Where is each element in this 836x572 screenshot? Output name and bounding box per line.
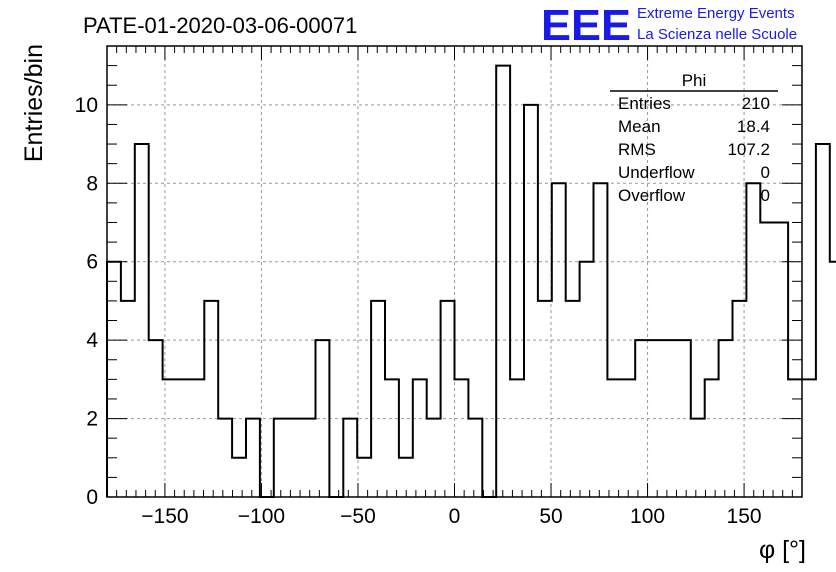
y-axis-title: Entries/bin [20, 44, 48, 162]
histogram-bin [232, 458, 246, 497]
histogram-bin [427, 419, 441, 497]
stats-label: Entries [618, 94, 671, 113]
y-tick-label: 8 [86, 172, 98, 195]
x-tick-label: 100 [630, 505, 665, 528]
histogram-bin [538, 301, 552, 497]
histogram-bin [705, 379, 719, 497]
y-tick-label: 2 [86, 408, 98, 431]
histogram-bin [246, 419, 260, 497]
histogram-bin [774, 222, 788, 497]
stats-label: Overflow [618, 186, 686, 205]
histogram-bin [760, 222, 774, 497]
histogram-bin [135, 144, 149, 497]
histogram-bin [455, 379, 469, 497]
histogram-bin [621, 379, 635, 497]
histogram-bin [441, 301, 455, 497]
x-tick-labels: −150 −100 −50 0 50 100 150 [141, 505, 761, 528]
histogram-bin [121, 301, 135, 497]
histogram-bin [746, 183, 760, 497]
histogram-bin [177, 379, 191, 497]
histogram-bin [816, 144, 830, 497]
y-tick-label: 0 [86, 486, 98, 509]
stats-title: Phi [682, 71, 707, 90]
stats-value: 18.4 [737, 117, 770, 136]
y-tick-label: 4 [86, 329, 98, 352]
logo-line2: La Scienza nelle Scuole [637, 26, 797, 43]
histogram-bin [357, 458, 371, 497]
histogram-bin [190, 379, 204, 497]
histogram-bin [288, 419, 302, 497]
histogram-bin [302, 419, 316, 497]
histogram-bin [218, 419, 232, 497]
histogram-bin [343, 419, 357, 497]
logo-line1: Extreme Energy Events [637, 5, 795, 22]
histogram-bin [802, 379, 816, 497]
histogram-bin [510, 379, 524, 497]
stats-value: 107.2 [727, 140, 770, 159]
stats-value: 210 [742, 94, 770, 113]
y-tick-labels: 0 2 4 6 8 10 [75, 94, 99, 509]
y-tick-label: 6 [86, 251, 98, 274]
x-axis-title: φ [°] [759, 536, 806, 564]
histogram-bin [566, 301, 580, 497]
logo-mark: EEE [541, 1, 631, 50]
grid-lines [107, 46, 802, 497]
axis-ticks [107, 46, 802, 498]
x-tick-label: 0 [449, 505, 461, 528]
histogram-outline [106, 64, 836, 498]
stats-label: RMS [618, 140, 656, 159]
histogram-bin [830, 262, 836, 497]
histogram-bin [371, 301, 385, 497]
histogram-bin [524, 105, 538, 497]
histogram-bin [413, 379, 427, 497]
eee-logo: EEE Extreme Energy Events La Scienza nel… [541, 1, 797, 50]
histogram-bin [204, 301, 218, 497]
x-tick-label: −100 [238, 505, 285, 528]
histogram-bin [468, 419, 482, 497]
x-tick-label: −150 [141, 505, 188, 528]
stats-label: Underflow [618, 163, 695, 182]
histogram-bin [496, 66, 510, 497]
chart-title: PATE-01-2020-03-06-00071 [83, 13, 357, 38]
stats-value: 0 [761, 186, 770, 205]
histogram-bin [580, 262, 594, 497]
histogram-bin [274, 419, 288, 497]
stats-box: Phi Entries 210 Mean 18.4 RMS 107.2 Underflow 0… [610, 71, 778, 205]
stats-label: Mean [618, 117, 661, 136]
stats-value: 0 [761, 163, 770, 182]
x-tick-label: 150 [727, 505, 762, 528]
histogram-series [106, 64, 836, 498]
x-tick-label: −50 [340, 505, 376, 528]
x-tick-label: 50 [539, 505, 562, 528]
histogram-bin [385, 379, 399, 497]
stats-rows: Entries 210 Mean 18.4 RMS 107.2 Underflow 0 Over… [618, 94, 770, 205]
y-tick-label: 10 [75, 94, 98, 117]
histogram-bin [607, 379, 621, 497]
histogram-bin [691, 419, 705, 497]
